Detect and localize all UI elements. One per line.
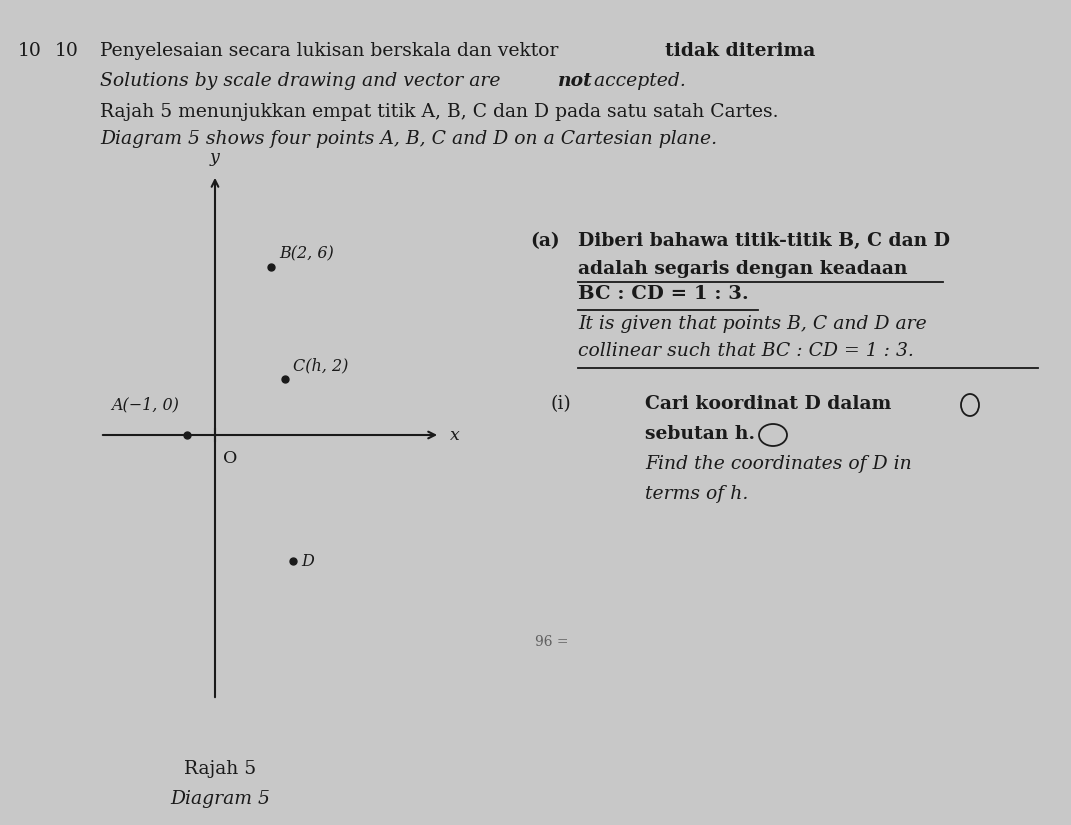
Text: accepted.: accepted. [588, 72, 685, 90]
Text: Diberi bahawa titik-titik B, C dan D: Diberi bahawa titik-titik B, C dan D [578, 232, 950, 250]
Text: Rajah 5 menunjukkan empat titik A, B, C dan D pada satu satah Cartes.: Rajah 5 menunjukkan empat titik A, B, C … [100, 103, 779, 121]
Text: collinear such that BC : CD = 1 : 3.: collinear such that BC : CD = 1 : 3. [578, 342, 914, 360]
Text: 10: 10 [18, 42, 42, 60]
Text: Find the coordinates of D in: Find the coordinates of D in [645, 455, 911, 473]
Text: Diagram 5 shows four points A, B, C and D on a Cartesian plane.: Diagram 5 shows four points A, B, C and … [100, 130, 718, 148]
Text: x: x [450, 427, 459, 444]
Text: adalah segaris dengan keadaan: adalah segaris dengan keadaan [578, 260, 907, 278]
Text: not: not [558, 72, 592, 90]
Text: (a): (a) [530, 232, 560, 250]
Text: sebutan h.: sebutan h. [645, 425, 755, 443]
Text: BC : CD = 1 : 3.: BC : CD = 1 : 3. [578, 285, 749, 303]
Text: (i): (i) [550, 395, 571, 413]
Text: y: y [210, 149, 220, 166]
Text: terms of h.: terms of h. [645, 485, 749, 503]
Text: 96 =: 96 = [536, 635, 569, 649]
Text: Penyelesaian secara lukisan berskala dan vektor: Penyelesaian secara lukisan berskala dan… [100, 42, 564, 60]
Text: It is given that points B, C and D are: It is given that points B, C and D are [578, 315, 926, 333]
Text: B(2, 6): B(2, 6) [280, 245, 334, 262]
Text: Rajah 5: Rajah 5 [184, 760, 256, 778]
Text: D: D [301, 553, 314, 569]
Text: A(−1, 0): A(−1, 0) [111, 396, 179, 413]
Text: O: O [223, 450, 238, 467]
Text: Diagram 5: Diagram 5 [170, 790, 270, 808]
Text: tidak diterima: tidak diterima [665, 42, 815, 60]
Text: Solutions by scale drawing and vector are: Solutions by scale drawing and vector ar… [100, 72, 507, 90]
Text: 10: 10 [55, 42, 79, 60]
Text: C(h, 2): C(h, 2) [293, 357, 348, 374]
Text: Cari koordinat D dalam: Cari koordinat D dalam [645, 395, 891, 413]
